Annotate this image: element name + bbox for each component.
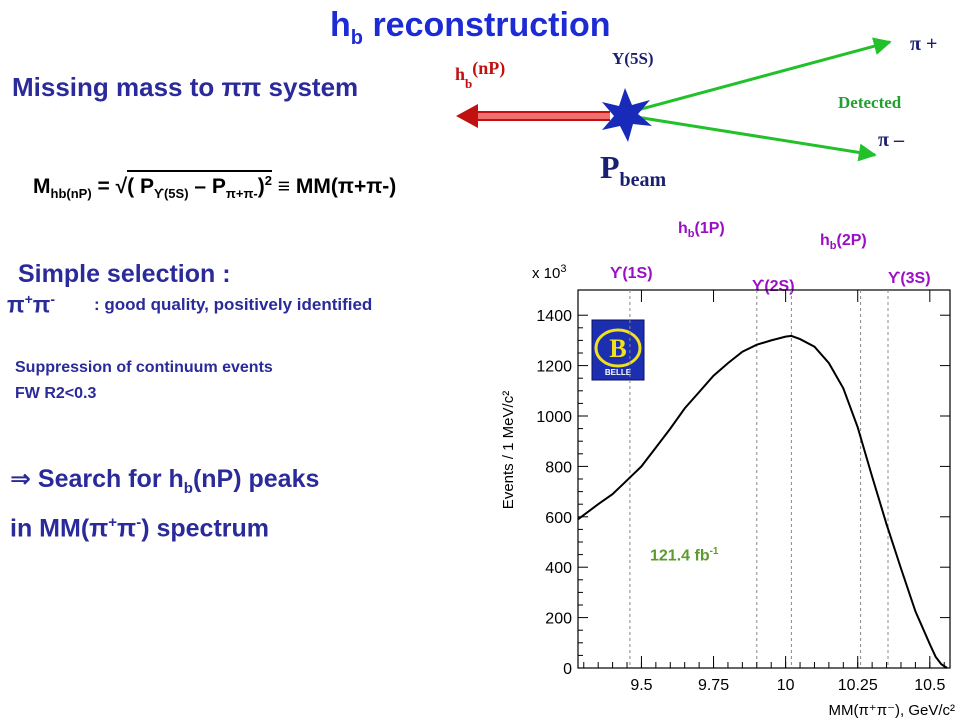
mm-spectrum-chart: x 103 Events / 1 MeV/c² MM(π⁺π⁻), GeV/c²… xyxy=(500,263,955,719)
pi-minus-label: π – xyxy=(878,129,905,151)
y-tick-label: 400 xyxy=(545,560,572,577)
y-multiplier-label: x 103 xyxy=(532,263,566,282)
y-tick-label: 800 xyxy=(545,459,572,476)
x-axis-label: MM(π⁺π⁻), GeV/c² xyxy=(828,702,955,719)
collision-star-icon xyxy=(602,88,652,142)
y-tick-label: 1200 xyxy=(536,359,572,376)
belle-logo: B BELLE xyxy=(591,319,645,381)
x-tick-label: 10.25 xyxy=(838,677,878,694)
pi-minus-track xyxy=(629,114,877,162)
hb2p-label: hb(2P) xyxy=(820,232,867,253)
y-tick-label: 1000 xyxy=(536,409,572,426)
search-line: ⇒ Search for hb(nP) peaks xyxy=(10,465,320,497)
spectrum-line: in MM(π+π-) spectrum xyxy=(10,514,269,543)
fw-cut-line: FW R2<0.3 xyxy=(15,385,97,402)
y2s-label: ϒ(2S) xyxy=(752,278,795,295)
belle-letter: B xyxy=(609,334,626,363)
y5s-label: Y(5S) xyxy=(612,49,654,68)
mass-formula: Mhb(nP) = √ ( Pϒ(5S) – Pπ+π-)2 ≡ MM(π+π-… xyxy=(33,170,396,201)
y-tick-label: 200 xyxy=(545,611,572,628)
pion-pair-label: π+π- xyxy=(7,291,56,318)
missing-mass-heading: Missing mass to ππ system xyxy=(12,72,359,102)
suppression-text: Suppression of continuum events FW R2<0.… xyxy=(15,355,273,407)
y-axis-label: Events / 1 MeV/c² xyxy=(500,391,517,509)
y-tick-label: 1400 xyxy=(536,308,572,325)
suppression-line: Suppression of continuum events xyxy=(15,359,273,376)
x-tick-label: 10.5 xyxy=(914,677,945,694)
y1s-label: ϒ(1S) xyxy=(610,265,653,282)
pi-plus-track xyxy=(629,37,892,114)
belle-text: BELLE xyxy=(605,368,632,377)
y-tick-label: 600 xyxy=(545,510,572,527)
sqrt-overbar: ( Pϒ(5S) – Pπ+π-)2 xyxy=(127,170,272,201)
hb-diagram-label: hb(nP) xyxy=(455,58,505,91)
good-quality-text: : good quality, positively identified xyxy=(94,295,373,314)
pbeam-label: Pbeam xyxy=(600,149,667,191)
detected-label: Detected xyxy=(838,93,902,112)
spectrum-curve xyxy=(577,334,948,669)
search-conclusion: ⇒ Search for hb(nP) peaks in MM(π+π-) sp… xyxy=(10,462,319,545)
x-tick-label: 9.5 xyxy=(630,677,652,694)
x-tick-label: 9.75 xyxy=(698,677,729,694)
hb1p-label: hb(1P) xyxy=(678,220,725,241)
page-title: hb reconstruction xyxy=(330,6,611,49)
luminosity-label: 121.4 fb-1 xyxy=(650,546,719,565)
hb-arrow xyxy=(456,104,610,128)
y-tick-label: 0 xyxy=(563,661,572,678)
simple-selection-heading: Simple selection : xyxy=(18,260,231,288)
pi-plus-label: π + xyxy=(910,33,937,55)
y3s-label: ϒ(3S) xyxy=(888,270,931,287)
decay-diagram: hb(nP) Y(5S) π + Detected π – Pbeam xyxy=(455,33,937,191)
x-tick-label: 10 xyxy=(777,677,795,694)
